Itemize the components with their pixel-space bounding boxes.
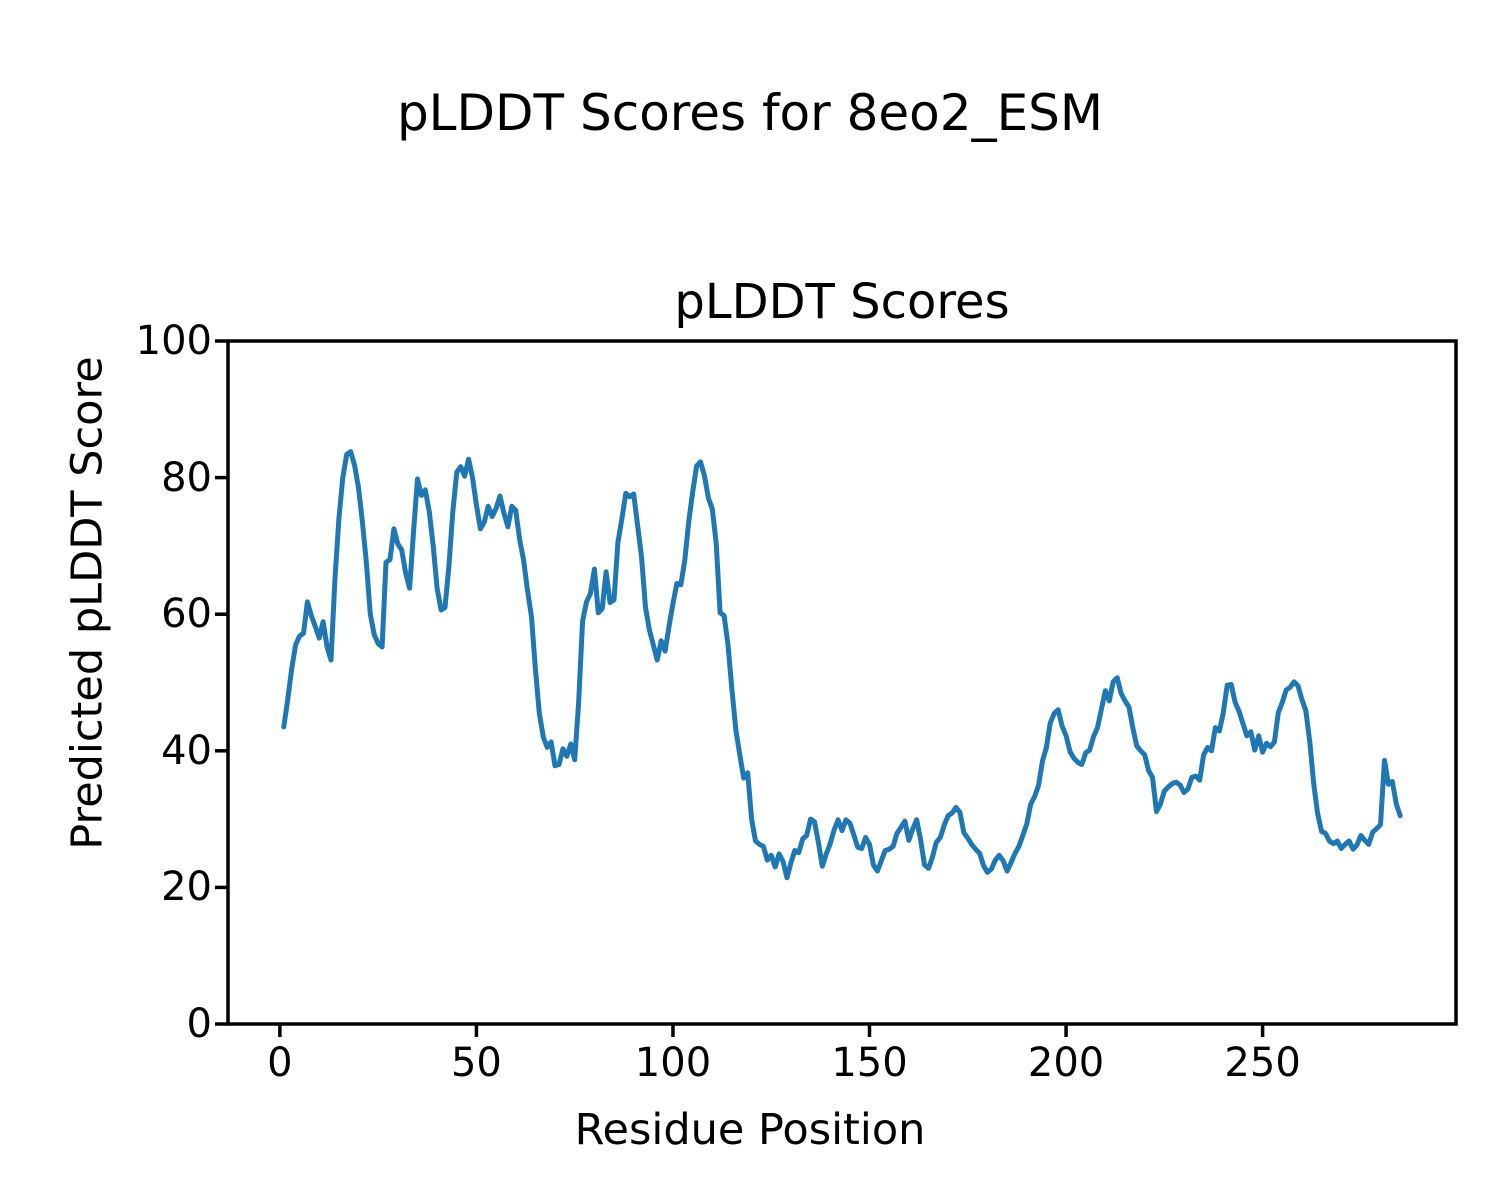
axes-spines bbox=[226, 339, 1458, 1026]
y-tick-label: 100 bbox=[135, 318, 212, 364]
y-tick-label: 80 bbox=[161, 454, 212, 501]
plddt-line-series bbox=[281, 449, 1403, 881]
x-tick-label: 50 bbox=[450, 1040, 502, 1086]
y-tick-label: 0 bbox=[186, 1001, 212, 1047]
x-axis-label: Residue Position bbox=[574, 1105, 926, 1155]
axes-title: pLDDT Scores bbox=[674, 274, 1010, 330]
y-tick-label: 20 bbox=[161, 864, 212, 911]
figure-title: pLDDT Scores for 8eo2_ESM bbox=[396, 84, 1104, 142]
y-tick-label: 40 bbox=[161, 727, 212, 774]
x-tick-label: 150 bbox=[831, 1040, 908, 1086]
x-tick-label: 100 bbox=[634, 1040, 712, 1086]
y-tick-label: 60 bbox=[161, 591, 212, 638]
x-tick-label: 200 bbox=[1027, 1040, 1105, 1086]
x-tick-label: 250 bbox=[1224, 1040, 1301, 1086]
x-tick-label: 0 bbox=[267, 1040, 293, 1086]
